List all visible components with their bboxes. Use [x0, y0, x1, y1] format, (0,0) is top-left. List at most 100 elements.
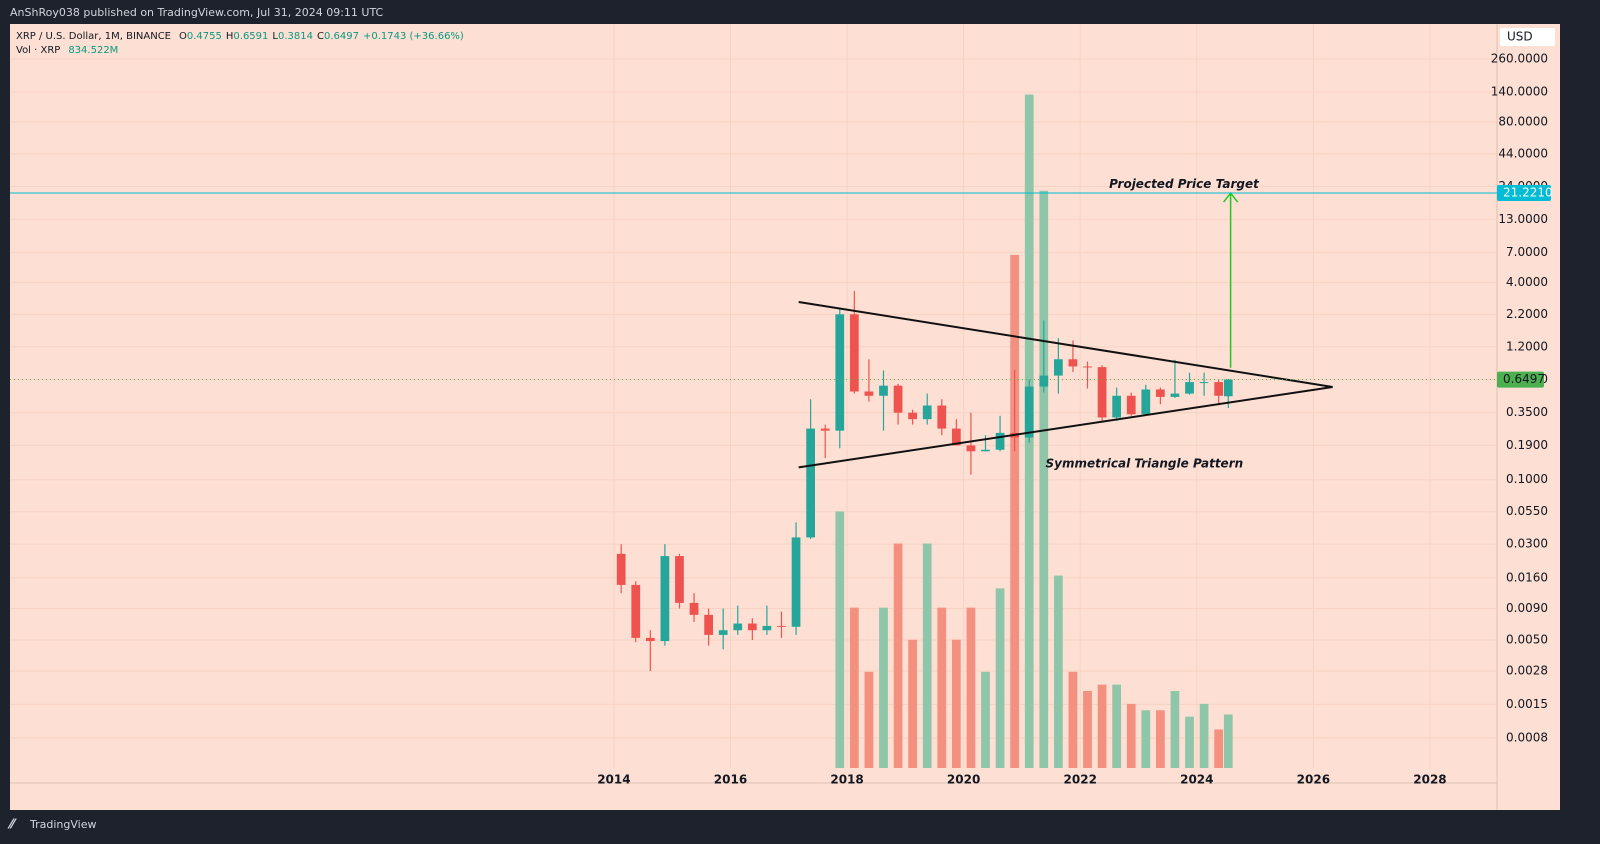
annotation: Projected Price Target — [1109, 177, 1260, 191]
y-tick-label: 0.0550 — [1506, 504, 1548, 518]
legend-value: 0.4755 — [187, 31, 222, 42]
y-tick-label: 0.0050 — [1506, 632, 1548, 646]
volume-bar — [908, 639, 918, 768]
y-tick-label: 44.0000 — [1498, 147, 1548, 161]
y-tick-label: 0.0028 — [1506, 664, 1548, 678]
legend-key: L — [272, 31, 278, 42]
volume-bar — [893, 543, 903, 768]
volume-bar — [1199, 703, 1209, 768]
volume-bar — [951, 639, 961, 768]
candle-body — [922, 405, 932, 420]
x-tick-label: 2020 — [947, 773, 980, 787]
chart-background — [10, 24, 1560, 810]
y-tick-label: 1.2000 — [1506, 339, 1548, 353]
volume-bar — [1223, 714, 1233, 768]
candle-body — [1039, 375, 1049, 387]
y-tick-label: 80.0000 — [1498, 115, 1548, 129]
candle-body — [1097, 367, 1107, 418]
y-tick-label: 140.0000 — [1491, 85, 1548, 99]
volume-bar — [1010, 254, 1020, 768]
legend-key: O — [179, 31, 187, 42]
brand: TradingView — [29, 818, 96, 831]
x-tick-label: 2016 — [714, 773, 747, 787]
legend-value: 0.3814 — [278, 31, 313, 42]
candle-body — [981, 449, 990, 452]
candle-body — [966, 445, 976, 452]
volume-bar — [1185, 716, 1194, 768]
legend: XRP / U.S. Dollar, 1M, BINANCE O0.4755 H0.… — [16, 31, 464, 42]
legend-value: 0.6497 — [324, 31, 359, 42]
legend-change: +0.1743 (+36.66%) — [363, 31, 464, 42]
legend-key: C — [317, 31, 324, 42]
volume-bar — [922, 543, 932, 768]
x-tick-label: 2028 — [1413, 773, 1446, 787]
candle-body — [1024, 386, 1034, 438]
volume-bar — [1068, 671, 1078, 768]
volume-value: 834.522M — [68, 45, 118, 56]
volume-bar — [1141, 710, 1151, 768]
candle-body — [937, 405, 947, 429]
legend: Vol · XRP 834.522M — [16, 45, 118, 56]
volume-bar — [966, 607, 976, 768]
candle-body — [1223, 379, 1233, 397]
candle-body — [806, 428, 815, 538]
candle-body — [689, 602, 699, 615]
candle-body — [1214, 382, 1224, 396]
y-tick-label: 0.1000 — [1506, 472, 1548, 486]
candle-body — [995, 432, 1005, 450]
candle-body — [908, 412, 918, 420]
currency: USD — [1507, 30, 1533, 44]
trendline — [798, 301, 1333, 388]
y-tick-label: 260.0000 — [1491, 51, 1548, 65]
y-tick-label: 0.0160 — [1506, 570, 1548, 584]
legend-key: H — [226, 31, 234, 42]
candle-body — [616, 553, 626, 585]
candle-body — [1068, 359, 1078, 367]
price-label: 21.2210 — [1503, 186, 1553, 200]
y-tick-label: 0.1900 — [1506, 438, 1548, 452]
publisher: AnShRoy038 published on TradingView.com,… — [10, 6, 384, 19]
candle-body — [660, 556, 670, 642]
candle-body — [1112, 395, 1122, 418]
y-tick-label: 0.0008 — [1506, 731, 1548, 745]
brand-logo: ⁄⁄ — [7, 818, 17, 833]
candle-body — [820, 428, 830, 431]
y-tick-label: 0.0090 — [1506, 601, 1548, 615]
volume-bar — [1097, 684, 1107, 768]
symbol: XRP / U.S. Dollar, 1M, BINANCE — [16, 31, 171, 42]
volume-bar — [1053, 575, 1063, 768]
candle-body — [1170, 393, 1180, 397]
y-tick-label: 13.0000 — [1498, 212, 1548, 226]
candle-body — [1199, 382, 1209, 384]
candle-body — [777, 625, 786, 627]
volume-bar — [1112, 684, 1122, 768]
currency-box — [1500, 28, 1555, 46]
trendline — [798, 385, 1333, 469]
candle-body — [791, 537, 801, 627]
candle-body — [1141, 389, 1151, 415]
volume-bar — [849, 607, 859, 768]
x-tick-label: 2018 — [830, 773, 863, 787]
candle-body — [675, 556, 684, 603]
price-label-box — [1497, 185, 1551, 202]
legend-value: 0.6591 — [233, 31, 268, 42]
volume-bar — [1214, 729, 1224, 768]
volume-bar — [1170, 691, 1180, 768]
candle-body — [1155, 389, 1165, 397]
candle-body — [849, 314, 859, 392]
annotation: Symmetrical Triangle Pattern — [1046, 457, 1244, 471]
candle-body — [704, 614, 713, 635]
volume-bar — [1083, 691, 1092, 768]
x-tick-label: 2024 — [1180, 773, 1213, 787]
price-label-box — [1497, 371, 1544, 388]
candle-body — [747, 623, 757, 631]
candle-body — [1185, 382, 1194, 394]
y-tick-label: 0.0300 — [1506, 537, 1548, 551]
candle-body — [864, 391, 874, 396]
candle-body — [1083, 366, 1092, 368]
candle-body — [645, 637, 655, 642]
candle-body — [631, 584, 641, 638]
volume-bar — [879, 607, 888, 768]
candle-body — [718, 630, 728, 635]
